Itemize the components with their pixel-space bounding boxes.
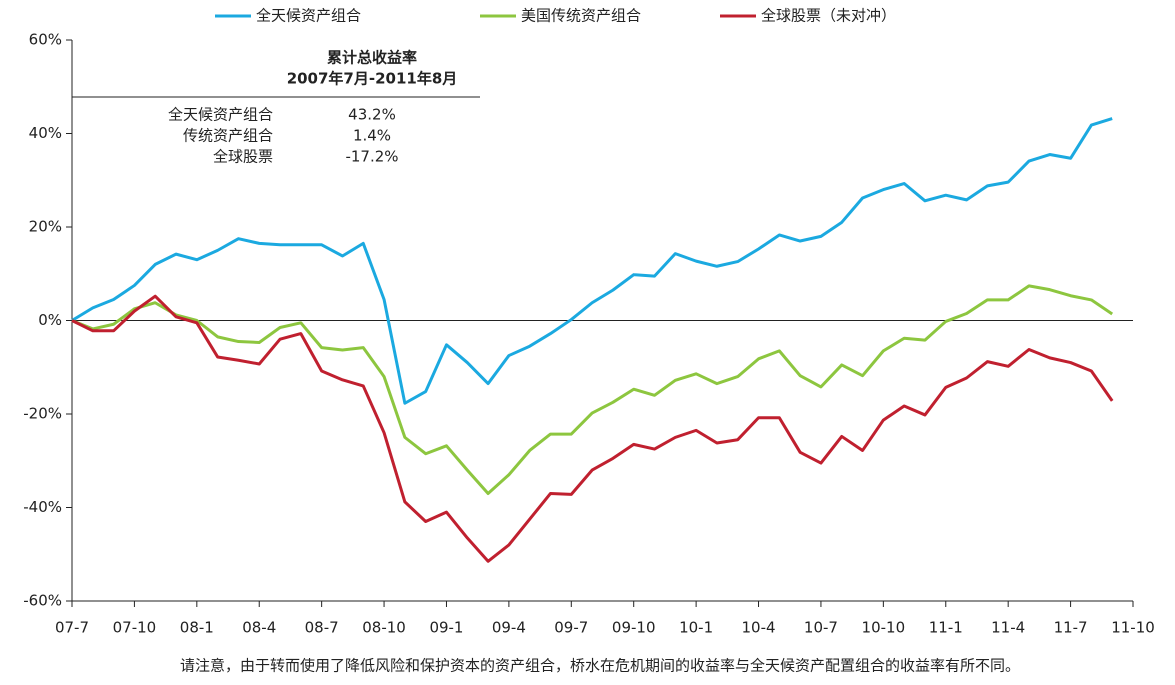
legend-label: 全天候资产组合 bbox=[256, 7, 361, 25]
summary-value: 1.4% bbox=[353, 127, 391, 145]
legend-label: 全球股票（未对冲） bbox=[761, 7, 896, 25]
series-line bbox=[71, 117, 1113, 405]
x-tick-label: 07-10 bbox=[113, 619, 157, 637]
x-tick-label: 11-10 bbox=[1111, 619, 1155, 637]
x-tick-label: 09-4 bbox=[492, 619, 526, 637]
x-tick-label: 09-7 bbox=[554, 619, 588, 637]
y-tick-label: 0% bbox=[38, 311, 62, 329]
x-tick-label: 10-4 bbox=[742, 619, 776, 637]
summary-name: 传统资产组合 bbox=[183, 127, 273, 145]
series-line bbox=[71, 284, 1114, 495]
footnote: 请注意，由于转而使用了降低风险和保护资本的资产组合，桥水在危机期间的收益率与全天… bbox=[180, 657, 1020, 675]
x-tick-label: 10-7 bbox=[804, 619, 838, 637]
y-tick-label: 20% bbox=[29, 218, 62, 236]
y-tick-label: -20% bbox=[23, 405, 62, 423]
x-tick-label: 08-10 bbox=[362, 619, 406, 637]
x-tick-label: 09-10 bbox=[612, 619, 656, 637]
series-line bbox=[71, 294, 1114, 563]
x-tick-label: 11-7 bbox=[1054, 619, 1088, 637]
summary-value: -17.2% bbox=[345, 148, 398, 166]
summary-value: 43.2% bbox=[348, 106, 396, 124]
x-tick-label: 11-1 bbox=[929, 619, 963, 637]
summary-title: 累计总收益率 bbox=[327, 49, 417, 67]
summary-period: 2007年7月-2011年8月 bbox=[287, 70, 458, 88]
y-tick-label: 60% bbox=[29, 31, 62, 49]
x-tick-label: 08-7 bbox=[305, 619, 339, 637]
y-tick-label: -40% bbox=[23, 498, 62, 516]
y-tick-label: 40% bbox=[29, 124, 62, 142]
summary-name: 全天候资产组合 bbox=[168, 106, 273, 124]
x-tick-label: 08-1 bbox=[180, 619, 214, 637]
legend-label: 美国传统资产组合 bbox=[521, 7, 641, 25]
summary-name: 全球股票 bbox=[213, 148, 273, 166]
x-tick-label: 08-4 bbox=[242, 619, 276, 637]
x-tick-label: 10-10 bbox=[862, 619, 906, 637]
x-tick-label: 10-1 bbox=[679, 619, 713, 637]
x-tick-label: 09-1 bbox=[429, 619, 463, 637]
y-tick-label: -60% bbox=[23, 592, 62, 610]
x-tick-label: 07-7 bbox=[55, 619, 89, 637]
x-tick-label: 11-4 bbox=[991, 619, 1025, 637]
